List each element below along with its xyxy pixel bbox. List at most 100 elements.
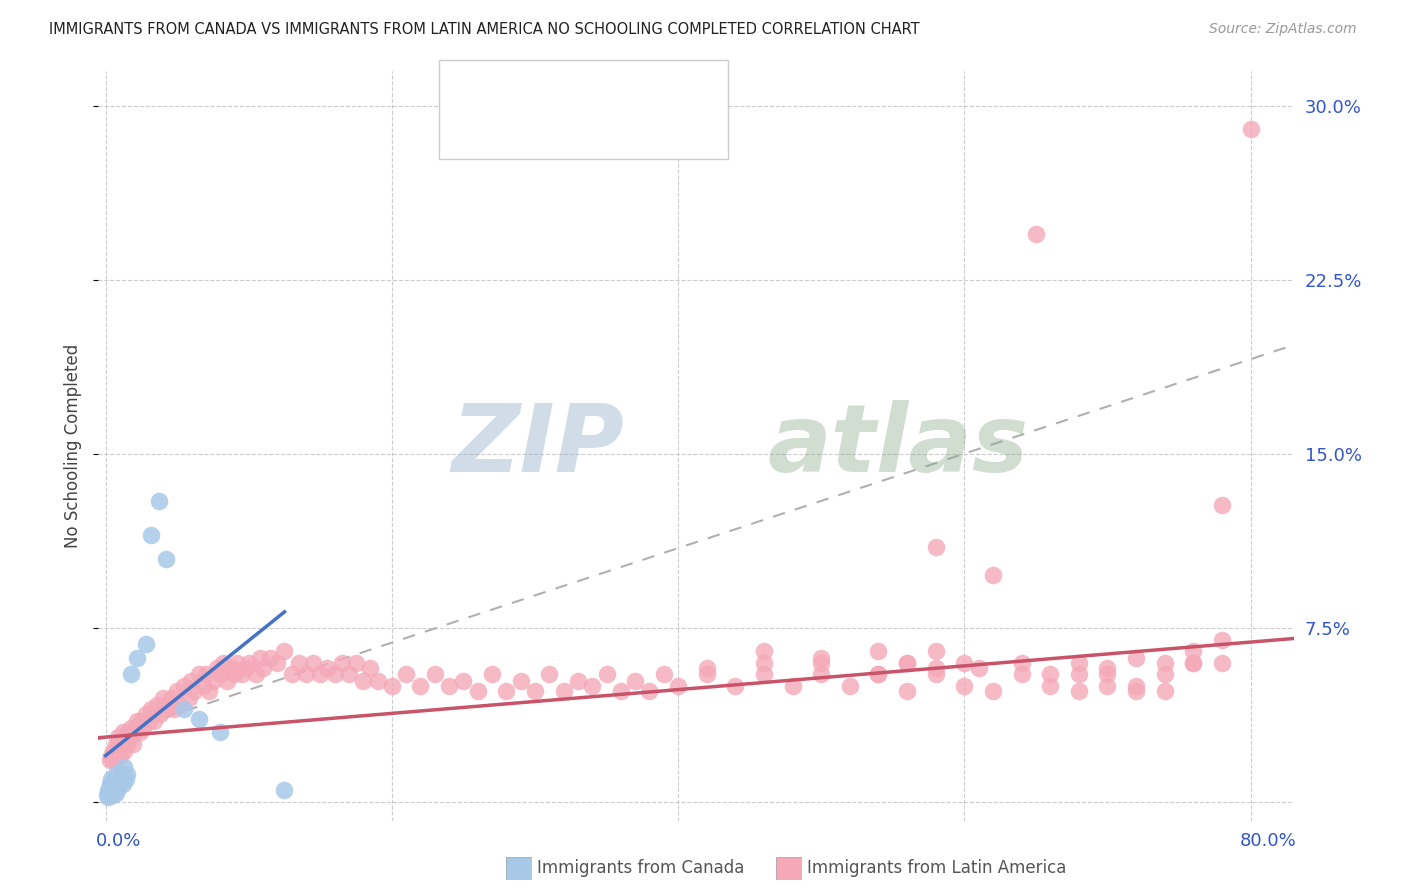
Point: [595, 667, 617, 681]
Point: [111, 725, 134, 739]
Point: [121, 737, 143, 751]
Point: [367, 674, 389, 689]
Point: [129, 725, 152, 739]
Point: [98, 753, 121, 767]
Point: [155, 702, 177, 716]
Point: [925, 660, 948, 674]
Point: [112, 760, 135, 774]
Point: [98, 786, 121, 800]
Point: [696, 660, 718, 674]
Point: [1153, 667, 1175, 681]
Point: [395, 667, 418, 681]
Point: [309, 667, 332, 681]
Point: [1125, 683, 1147, 698]
Point: [344, 656, 367, 670]
Point: [101, 744, 124, 758]
Point: [117, 725, 139, 739]
Point: [868, 667, 890, 681]
Point: [100, 748, 122, 763]
Point: [302, 656, 325, 670]
Point: [104, 767, 127, 781]
Point: [122, 725, 145, 739]
Point: [194, 667, 217, 681]
Point: [135, 706, 157, 721]
Point: [103, 783, 125, 797]
Point: [97, 783, 120, 797]
Point: [114, 772, 136, 786]
Point: [100, 781, 122, 796]
Point: [101, 779, 124, 793]
Point: [226, 656, 249, 670]
Point: [177, 690, 200, 705]
Point: [423, 667, 446, 681]
Point: [330, 656, 353, 670]
Point: [231, 667, 253, 681]
Text: Immigrants from Latin America: Immigrants from Latin America: [807, 859, 1066, 877]
Point: [896, 656, 918, 670]
Point: [101, 788, 124, 802]
Point: [115, 737, 138, 751]
Point: [953, 656, 976, 670]
Point: [581, 679, 603, 693]
Point: [1182, 656, 1205, 670]
Point: [115, 767, 138, 781]
Point: [838, 679, 860, 693]
Point: [160, 690, 183, 705]
Point: [467, 683, 489, 698]
Point: [453, 674, 475, 689]
Point: [157, 698, 180, 712]
Point: [110, 767, 132, 781]
Point: [316, 660, 339, 674]
Point: [143, 714, 166, 728]
Point: [273, 783, 295, 797]
Point: [238, 656, 260, 670]
Point: [173, 702, 195, 716]
Point: [337, 667, 360, 681]
Point: [104, 786, 127, 800]
Point: [146, 698, 169, 712]
Point: [132, 721, 155, 735]
Point: [183, 683, 205, 698]
Point: [810, 656, 832, 670]
Point: [110, 737, 132, 751]
Point: [187, 712, 209, 726]
Point: [323, 667, 346, 681]
Point: [252, 660, 274, 674]
Point: [1125, 679, 1147, 693]
Point: [495, 683, 517, 698]
Point: [224, 667, 246, 681]
Point: [509, 674, 531, 689]
Point: [105, 776, 128, 790]
Point: [155, 551, 177, 566]
Point: [105, 744, 128, 758]
Point: [1011, 667, 1033, 681]
Point: [567, 674, 589, 689]
Point: [107, 730, 129, 744]
Point: [1039, 679, 1062, 693]
Point: [752, 667, 775, 681]
Text: Source: ZipAtlas.com: Source: ZipAtlas.com: [1209, 22, 1357, 37]
Text: Immigrants from Canada: Immigrants from Canada: [537, 859, 744, 877]
Point: [112, 744, 135, 758]
Point: [981, 683, 1004, 698]
Point: [752, 656, 775, 670]
Point: [1039, 667, 1062, 681]
Point: [610, 683, 633, 698]
Point: [201, 674, 224, 689]
Point: [409, 679, 432, 693]
Point: [295, 667, 318, 681]
Point: [925, 540, 948, 554]
Point: [810, 651, 832, 665]
Point: [118, 730, 141, 744]
Point: [125, 651, 148, 665]
Point: [245, 667, 267, 681]
Point: [107, 781, 129, 796]
Point: [624, 674, 647, 689]
Point: [1097, 667, 1119, 681]
Point: [696, 667, 718, 681]
Point: [104, 737, 127, 751]
Point: [1067, 667, 1090, 681]
Point: [1011, 656, 1033, 670]
Point: [288, 656, 311, 670]
Point: [108, 748, 131, 763]
